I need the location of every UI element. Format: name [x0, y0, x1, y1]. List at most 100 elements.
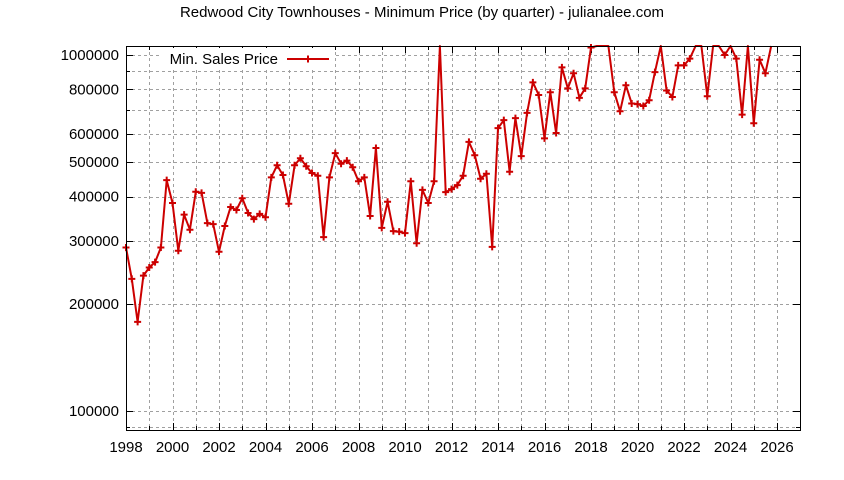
data-point-plus-icon — [157, 243, 165, 251]
data-point-plus-icon — [296, 154, 304, 162]
data-point-plus-icon — [761, 69, 769, 77]
data-point-plus-icon — [430, 177, 438, 185]
data-point-plus-icon — [651, 68, 659, 76]
data-point-plus-icon — [180, 211, 188, 219]
data-point-plus-icon — [139, 272, 147, 280]
data-point-plus-icon — [529, 78, 537, 86]
data-point-plus-icon — [291, 161, 299, 169]
x-tick-label: 2008 — [342, 439, 375, 456]
data-point-plus-icon — [448, 185, 455, 193]
data-point-plus-icon — [546, 88, 554, 96]
data-point-plus-icon — [703, 92, 711, 100]
data-point-plus-icon — [186, 226, 194, 234]
data-point-plus-icon — [343, 157, 351, 165]
legend-label: Min. Sales Price — [170, 51, 278, 68]
data-point-plus-icon — [686, 55, 694, 63]
x-tick-label: 2026 — [760, 439, 793, 456]
data-point-plus-icon — [227, 203, 235, 211]
data-point-plus-icon — [232, 206, 240, 214]
y-tick-label: 500000 — [69, 154, 119, 171]
legend: Min. Sales Price — [160, 48, 335, 70]
data-point-plus-icon — [221, 222, 229, 230]
data-point-plus-icon — [552, 129, 560, 137]
data-point-plus-icon — [587, 43, 595, 51]
data-point-plus-icon — [250, 215, 258, 223]
data-point-plus-icon — [459, 172, 467, 180]
data-point-plus-icon — [645, 96, 653, 104]
data-point-plus-icon — [209, 220, 217, 228]
x-tick-label: 2020 — [621, 439, 654, 456]
data-point-plus-icon — [564, 84, 572, 92]
data-point-plus-icon — [721, 51, 729, 59]
data-point-plus-icon — [477, 175, 485, 183]
y-tick-label: 300000 — [69, 233, 119, 250]
data-point-plus-icon — [418, 186, 426, 194]
x-tick-label: 2010 — [388, 439, 421, 456]
legend-marker-icon — [304, 55, 312, 63]
x-tick-label: 2022 — [667, 439, 700, 456]
data-point-plus-icon — [471, 151, 479, 159]
data-point-plus-icon — [238, 194, 246, 202]
x-tick-label: 1998 — [109, 439, 142, 456]
chart-title: Redwood City Townhouses - Minimum Price … — [179, 4, 665, 21]
data-point-plus-icon — [349, 163, 357, 171]
data-point-plus-icon — [134, 318, 142, 326]
data-point-plus-icon — [215, 248, 223, 256]
data-point-plus-icon — [680, 61, 688, 69]
data-point-plus-icon — [424, 199, 432, 207]
data-point-plus-icon — [279, 171, 287, 179]
data-point-plus-icon — [366, 212, 374, 220]
data-point-plus-icon — [395, 228, 403, 236]
y-tick-label: 800000 — [69, 81, 119, 98]
data-point-plus-icon — [535, 91, 543, 99]
data-point-plus-icon — [616, 107, 624, 115]
data-point-plus-icon — [285, 200, 293, 208]
data-point-plus-icon — [453, 181, 461, 189]
data-point-plus-icon — [407, 177, 415, 185]
legend-background — [160, 48, 335, 70]
y-axis: 100000 200000 300000 400000 500000 600000 8000… — [61, 47, 800, 428]
data-point-plus-icon — [668, 93, 676, 101]
data-point-plus-icon — [575, 94, 583, 102]
data-point-plus-icon — [256, 210, 264, 218]
data-point-plus-icon — [128, 275, 136, 283]
data-point-plus-icon — [750, 119, 758, 127]
data-point-plus-icon — [488, 243, 496, 251]
data-point-plus-icon — [442, 188, 450, 196]
x-tick-label: 2000 — [156, 439, 189, 456]
data-point-plus-icon — [756, 56, 764, 64]
data-point-plus-icon — [738, 111, 746, 119]
grid-lines — [126, 46, 800, 430]
data-point-plus-icon — [308, 169, 316, 177]
x-tick-label: 2006 — [295, 439, 328, 456]
data-point-plus-icon — [465, 138, 473, 146]
series-line — [125, 45, 773, 323]
data-point-plus-icon — [151, 258, 159, 266]
data-point-plus-icon — [145, 263, 153, 271]
data-point-plus-icon — [244, 209, 252, 217]
data-point-plus-icon — [558, 63, 566, 71]
data-point-plus-icon — [482, 170, 490, 178]
y-tick-label: 200000 — [69, 296, 119, 313]
data-point-plus-icon — [663, 86, 671, 94]
data-point-plus-icon — [337, 160, 345, 168]
data-point-plus-icon — [581, 84, 589, 92]
data-point-plus-icon — [506, 168, 514, 176]
data-point-plus-icon — [314, 172, 322, 180]
data-point-plus-icon — [262, 213, 269, 221]
series-min-sales-price — [122, 43, 773, 326]
data-point-plus-icon — [372, 144, 380, 152]
y-tick-label: 400000 — [69, 189, 119, 206]
plot-frame — [126, 46, 801, 431]
data-point-plus-icon — [523, 109, 531, 117]
data-point-plus-icon — [639, 102, 647, 110]
data-point-plus-icon — [541, 134, 548, 142]
x-tick-label: 2018 — [574, 439, 607, 456]
data-point-plus-icon — [570, 69, 578, 77]
data-point-plus-icon — [634, 100, 641, 108]
y-tick-label: 1000000 — [61, 47, 119, 64]
data-point-plus-icon — [610, 88, 618, 96]
data-point-plus-icon — [511, 114, 519, 122]
data-point-plus-icon — [273, 161, 281, 169]
x-tick-label: 2024 — [714, 439, 747, 456]
